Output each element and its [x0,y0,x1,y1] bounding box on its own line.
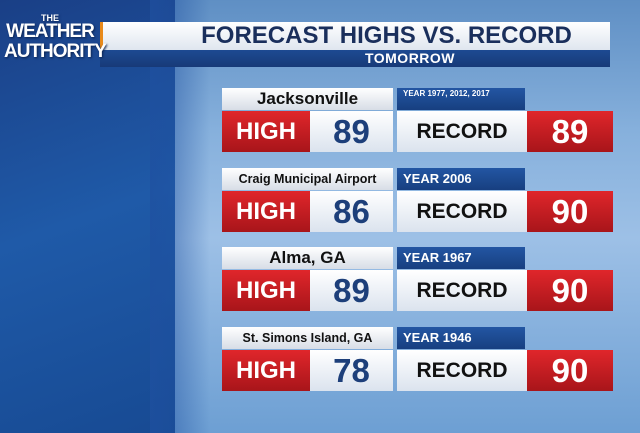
high-label: HIGH [222,349,310,391]
record-label: RECORD [397,111,527,152]
logo-text: THE [41,13,59,23]
record-year: YEAR 1967 [397,247,525,269]
high-label: HIGH [222,270,310,311]
record-value: 90 [527,349,613,391]
high-label: HIGH [222,190,310,232]
location: St. Simons Island, GA [222,326,393,349]
logo-text: WEATHER [6,21,95,42]
side-panel-edge [150,0,210,433]
record-label: RECORD [397,349,527,391]
high-value: 89 [310,111,393,152]
logo-text: AUTHORITY [4,41,107,62]
record-year: YEAR 1977, 2012, 2017 [397,88,525,110]
title: FORECAST HIGHS VS. RECORD [100,22,610,50]
location: Alma, GA [222,247,393,269]
location: Craig Municipal Airport [222,167,393,190]
record-value: 90 [527,270,613,311]
record-label: RECORD [397,270,527,311]
high-value: 86 [310,190,393,232]
high-value: 89 [310,270,393,311]
high-label: HIGH [222,111,310,152]
side-panel [0,0,175,433]
location: Jacksonville [222,88,393,110]
record-value: 89 [527,111,613,152]
record-year: YEAR 1946 [397,326,525,349]
record-label: RECORD [397,190,527,232]
subtitle: TOMORROW [100,50,610,67]
record-year: YEAR 2006 [397,167,525,190]
record-value: 90 [527,190,613,232]
high-value: 78 [310,349,393,391]
